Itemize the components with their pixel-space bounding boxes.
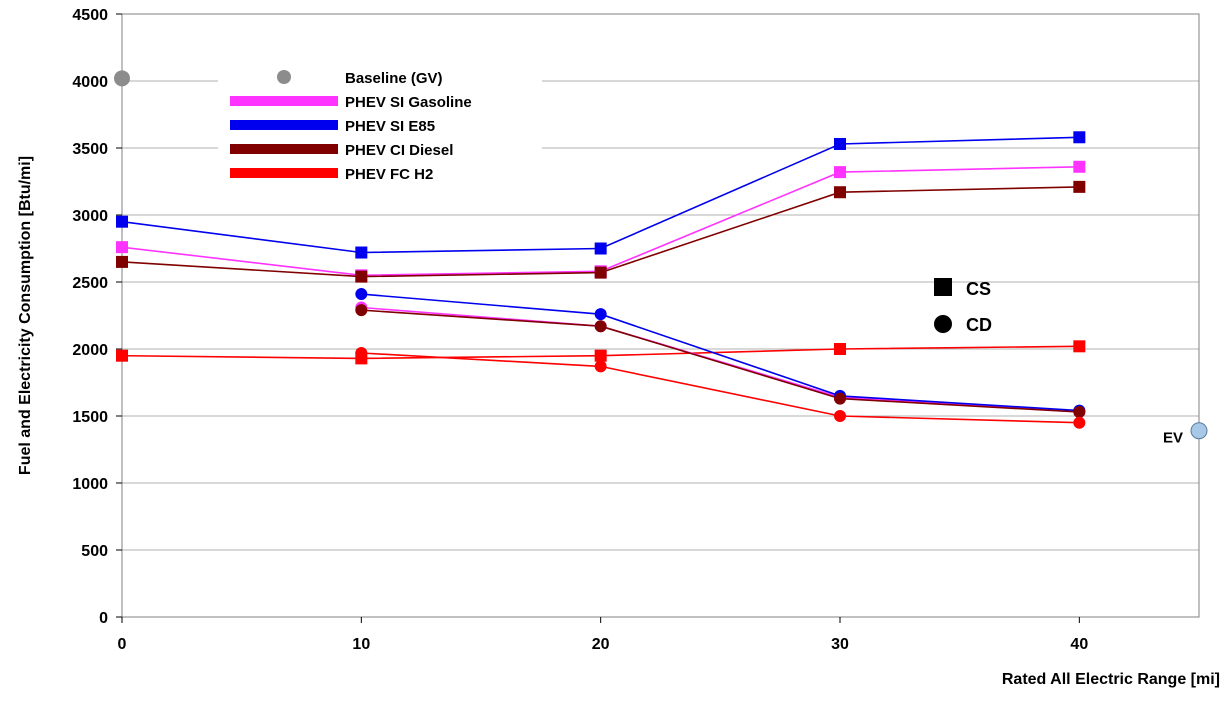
x-tick-label: 30	[831, 636, 849, 653]
legend: Baseline (GV) PHEV SI Gasoline PHEV SI E85…	[218, 68, 542, 194]
legend-label: PHEV SI Gasoline	[345, 94, 472, 111]
x-tick-label: 10	[352, 636, 370, 653]
legend-label: PHEV CI Diesel	[345, 142, 453, 159]
y-tick-label: 4000	[72, 74, 108, 91]
plot-frame	[121, 13, 1200, 618]
legend-label: Baseline (GV)	[345, 70, 443, 87]
cd-circle-marker	[594, 360, 607, 373]
cd-circle-marker	[1073, 416, 1086, 429]
cd-circle-marker	[834, 410, 846, 422]
legend-swatch-line	[230, 96, 338, 106]
cs-square-marker	[116, 241, 128, 254]
cs-square-marker	[355, 270, 368, 283]
y-tick-label: 2500	[72, 275, 108, 292]
x-tick-label: 20	[592, 636, 610, 653]
ev-annotation: EV	[1163, 430, 1183, 447]
cd-circle-marker	[355, 347, 368, 360]
x-tick-label: 40	[1070, 636, 1088, 653]
y-tick-label: 4500	[72, 7, 108, 24]
y-tick-label: 1500	[72, 409, 108, 426]
y-tick-label: 3000	[72, 208, 108, 225]
cd-circle-marker	[594, 308, 607, 321]
baseline-point	[114, 70, 130, 87]
cs-square-marker	[834, 166, 846, 179]
cd-circle-marker	[594, 320, 607, 333]
series-line-cd-5	[361, 293, 1080, 412]
marker-legend-square-icon	[934, 278, 952, 296]
cs-square-marker	[1073, 160, 1086, 173]
legend-swatch-line	[230, 144, 338, 154]
cd-circle-marker	[834, 392, 846, 405]
cd-circle-marker	[1073, 405, 1086, 418]
x-tick-label: 0	[118, 636, 127, 653]
cs-square-marker	[116, 349, 128, 362]
legend-label: PHEV FC H2	[345, 166, 433, 183]
cd-circle-marker	[355, 288, 368, 301]
cs-square-marker	[834, 343, 846, 355]
legend-swatch-line	[230, 168, 338, 178]
cs-square-marker	[116, 255, 128, 268]
cs-square-marker	[834, 137, 846, 150]
series-line-cd-6	[361, 309, 1080, 413]
cs-square-marker	[1073, 180, 1086, 193]
legend-swatch-circle	[277, 70, 291, 84]
series-line-cs-2	[121, 186, 1080, 278]
axes: 0 500 1000 1500 2000 2500 3000 3500 4000 4500 0 10 2…	[17, 7, 1220, 688]
cs-square-marker	[594, 242, 607, 255]
cs-square-marker	[594, 349, 607, 362]
cs-square-marker	[834, 186, 846, 199]
cs-square-marker	[355, 246, 368, 259]
cs-square-marker	[1073, 340, 1086, 353]
ev-point	[1190, 422, 1208, 440]
legend-swatch-line	[230, 120, 338, 130]
y-tick-label: 1000	[72, 476, 108, 493]
y-axis-title: Fuel and Electricity Consumption [Btu/mi…	[17, 156, 34, 475]
series-line-cd-7	[361, 352, 1080, 424]
y-tick-label: 3500	[72, 141, 108, 158]
cs-square-marker	[116, 215, 128, 228]
marker-legend-label: CD	[966, 315, 992, 335]
y-tick-label: 500	[81, 543, 108, 560]
y-tick-label: 2000	[72, 342, 108, 359]
marker-legend-circle-icon	[934, 315, 952, 333]
marker-legend: CS CD	[934, 278, 992, 335]
cs-square-marker	[1073, 131, 1086, 144]
marker-legend-label: CS	[966, 279, 991, 299]
legend-label: PHEV SI E85	[345, 118, 435, 135]
y-tick-label: 0	[99, 610, 108, 627]
cs-square-marker	[594, 266, 607, 279]
data-markers: EV	[114, 70, 1208, 447]
cd-circle-marker	[355, 304, 368, 317]
x-axis-title: Rated All Electric Range [mi]	[1002, 671, 1220, 688]
